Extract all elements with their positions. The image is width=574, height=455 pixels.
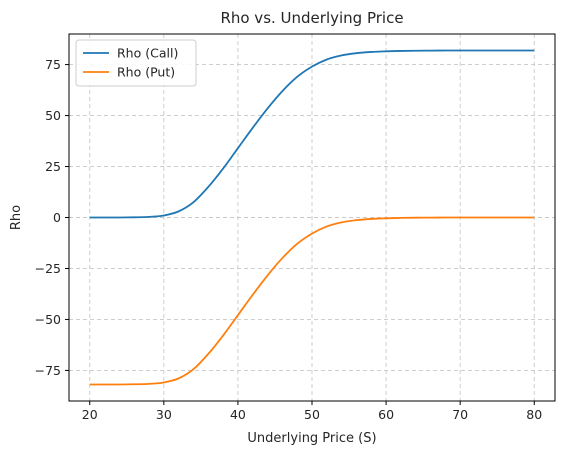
legend: Rho (Call) Rho (Put) xyxy=(75,39,197,87)
legend-label-put: Rho (Put) xyxy=(117,65,175,80)
y-tick-label: −75 xyxy=(35,363,61,378)
x-tick-label: 80 xyxy=(526,407,542,422)
series-line-call xyxy=(89,49,535,219)
x-tick-label: 60 xyxy=(378,407,394,422)
x-axis-label: Underlying Price (S) xyxy=(247,431,376,446)
x-tick-label: 20 xyxy=(82,407,98,422)
x-tick-label: 30 xyxy=(156,407,172,422)
y-axis-label: Rho xyxy=(9,205,24,230)
series-line-put xyxy=(89,216,535,386)
x-tick-label: 40 xyxy=(230,407,246,422)
y-tick-label: −25 xyxy=(35,261,61,276)
legend-label-call: Rho (Call) xyxy=(117,46,178,61)
y-tick-label: 50 xyxy=(45,108,61,123)
x-tick-label: 70 xyxy=(452,407,468,422)
x-tick-label: 50 xyxy=(304,407,320,422)
y-tick-label: 0 xyxy=(53,210,61,225)
chart-title: Rho vs. Underlying Price xyxy=(220,9,403,27)
y-tick-label: −50 xyxy=(35,312,61,327)
tick-layer: 20 30 40 50 60 70 80 −75 −50 −25 0 25 50 75 xyxy=(35,57,543,422)
y-tick-label: 75 xyxy=(45,57,61,72)
y-tick-label: 25 xyxy=(45,159,61,174)
series-layer xyxy=(89,49,535,386)
legend-box xyxy=(75,39,197,87)
